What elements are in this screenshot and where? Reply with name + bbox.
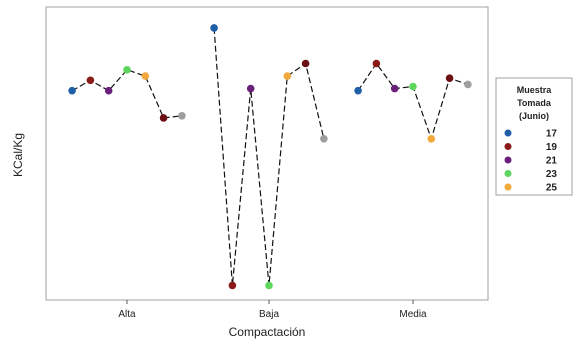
legend-label: 17 — [546, 129, 558, 140]
data-point — [178, 112, 186, 120]
data-point — [265, 281, 273, 290]
legend-label: 23 — [546, 169, 558, 180]
legend-marker — [504, 143, 512, 150]
data-point — [390, 84, 399, 93]
legend-box — [495, 77, 573, 196]
x-axis-title: Compactación — [229, 325, 306, 339]
legend-marker — [504, 129, 512, 137]
data-point — [246, 84, 255, 93]
legend-title-line-2: Tomada — [517, 98, 552, 108]
plot-area — [45, 6, 489, 301]
x-axis: Alta Baja Media — [118, 300, 427, 320]
x-tick-label: Baja — [259, 309, 279, 320]
x-tick-label: Media — [399, 309, 427, 320]
data-point — [104, 86, 113, 95]
data-point — [159, 114, 168, 122]
data-point — [228, 281, 237, 290]
data-point — [68, 86, 76, 95]
legend-label: 25 — [546, 183, 558, 194]
y-axis-title: KCal/Kg — [11, 133, 25, 177]
legend-marker — [504, 156, 512, 164]
legend-marker — [504, 170, 512, 177]
data-point — [320, 135, 328, 143]
legend-label: 19 — [546, 142, 558, 153]
legend-marker — [504, 183, 512, 191]
data-point — [372, 59, 381, 68]
data-point — [354, 86, 362, 95]
data-point — [301, 59, 310, 68]
series-layer — [68, 24, 472, 290]
legend-label: 21 — [546, 156, 558, 167]
data-point — [464, 80, 472, 89]
data-point — [445, 74, 454, 82]
data-point — [141, 72, 150, 80]
data-point — [409, 82, 417, 91]
legend-title-line-3: (Junio) — [519, 111, 549, 121]
data-point — [427, 135, 436, 143]
data-point — [283, 72, 292, 80]
data-point — [86, 76, 95, 85]
legend-entries: 17 19 21 23 25 — [504, 129, 558, 194]
legend-title-line-1: Muestra — [517, 85, 553, 95]
legend: Muestra Tomada (Junio) 17 19 21 23 25 — [495, 77, 573, 196]
data-point — [210, 24, 218, 32]
x-tick-label: Alta — [118, 309, 136, 320]
data-point — [123, 66, 131, 74]
